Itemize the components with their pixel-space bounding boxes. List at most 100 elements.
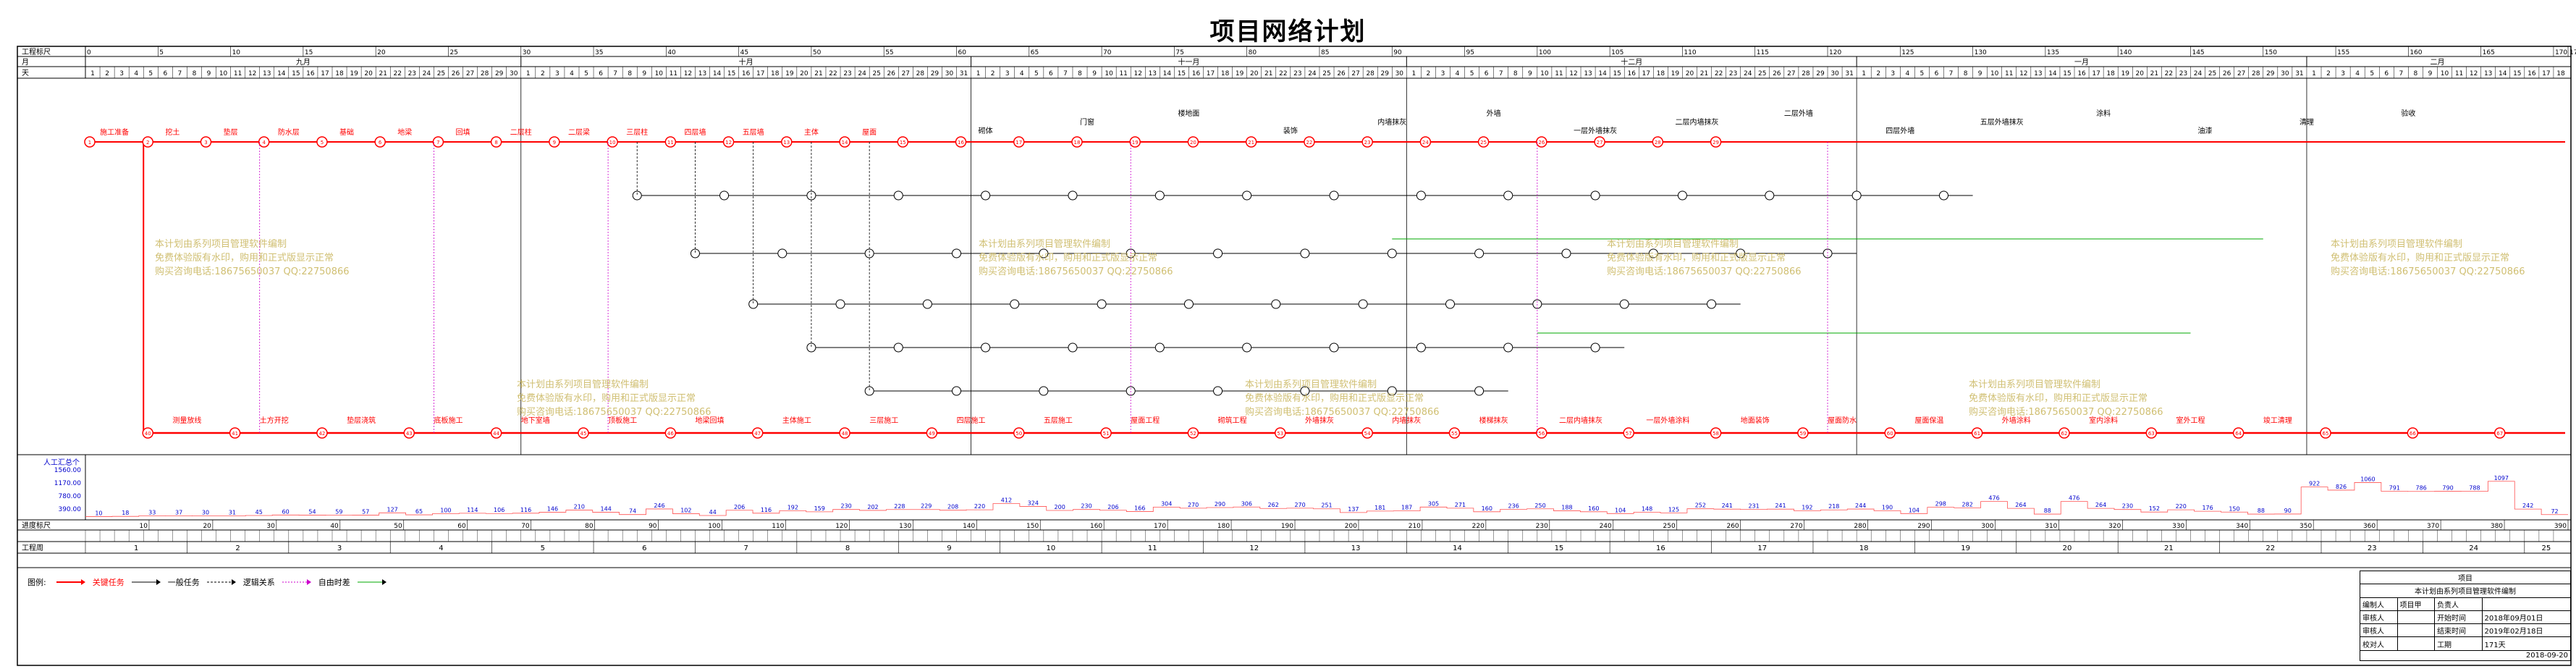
info-cell: [2396, 610, 2436, 625]
resource-value: 54: [308, 509, 316, 516]
day-number: 6: [1485, 70, 1489, 77]
day-number: 24: [1744, 70, 1752, 77]
ruler-tick-label: 15: [305, 49, 313, 56]
day-number: 9: [207, 70, 211, 77]
day-number: 12: [2019, 70, 2027, 77]
network-node: [722, 136, 735, 148]
network-node: [1100, 427, 1112, 439]
day-number: 20: [2136, 70, 2145, 77]
ruler-tick-label: 65: [1031, 49, 1039, 56]
task-label: 门窗: [1080, 117, 1094, 127]
ruler-tick-label: 130: [1975, 49, 1987, 56]
node-number: 15: [900, 140, 906, 146]
progress-tick-label: 90: [649, 523, 657, 530]
node-number: 65: [2323, 431, 2329, 437]
ruler-tick-label: 165: [2483, 49, 2495, 56]
resource-value: 116: [761, 507, 772, 513]
day-number: 26: [1337, 70, 1346, 77]
info-cell: 结束时间: [2434, 623, 2483, 638]
progress-tick-label: 240: [1600, 523, 1612, 530]
info-cell: 工期: [2434, 636, 2483, 651]
day-number: 22: [2165, 70, 2173, 77]
day-number: 2: [105, 70, 109, 77]
day-number: 31: [960, 70, 968, 77]
network-node: [1013, 427, 1025, 439]
week-number: 7: [743, 544, 748, 552]
ruler-tick-label: 95: [1466, 49, 1474, 56]
task-label: 油漆: [2198, 126, 2213, 135]
day-number: 5: [2370, 70, 2374, 77]
task-label: 内墙抹灰: [1377, 117, 1406, 127]
resource-value: 305: [1428, 500, 1439, 507]
ruler-label: 工程标尺: [22, 48, 51, 56]
network-node: [1275, 427, 1286, 439]
day-number: 20: [1686, 70, 1694, 77]
week-number: 24: [2469, 544, 2478, 552]
network-node: [2232, 427, 2245, 439]
resource-value: 229: [921, 503, 932, 510]
day-number: 17: [2542, 70, 2550, 77]
ruler-tick-label: 171: [2569, 49, 2576, 56]
task-label-critical: 防水层: [278, 127, 300, 137]
task-label-critical: 垫层: [224, 127, 238, 137]
network-node: [1071, 136, 1083, 148]
task-label: 验收: [2401, 109, 2415, 118]
day-number: 7: [613, 70, 617, 77]
network-node: [1765, 190, 1775, 201]
resource-value: 230: [2122, 503, 2133, 510]
node-number: 54: [1364, 431, 1371, 437]
network-node: [952, 386, 962, 396]
watermark-text: 本计划由系列项目管理软件编制 免费体验版有水印，购用和正式版显示正常 购买咨询电…: [1607, 237, 1802, 279]
day-number: 5: [584, 70, 588, 77]
task-label-critical: 室外工程: [2176, 416, 2205, 425]
node-number: 46: [667, 431, 674, 437]
day-number: 14: [713, 70, 722, 77]
resource-value: 251: [1321, 502, 1332, 509]
day-number: 30: [510, 70, 518, 77]
resource-value: 412: [1001, 497, 1012, 504]
month-label: 一月: [2074, 58, 2089, 67]
watermark-line2: 免费体验版有水印，购用和正式版显示正常: [1969, 393, 2148, 404]
network-node: [1245, 136, 1257, 148]
resource-value: 202: [867, 504, 878, 510]
legend: 图例: 关键任务 一般任务 逻辑关系 自由时差: [28, 576, 387, 588]
network-node: [1187, 427, 1199, 439]
day-number: 30: [1395, 70, 1404, 77]
network-node: [2145, 427, 2158, 439]
day-number: 1: [90, 70, 95, 77]
network-node: [1068, 190, 1078, 201]
watermark-line2: 免费体验版有水印，购用和正式版显示正常: [2331, 253, 2510, 264]
resource-value: 192: [787, 504, 798, 510]
week-number: 16: [1656, 544, 1665, 552]
ruler-tick-label: 10: [232, 49, 241, 56]
week-number: 22: [2265, 544, 2275, 552]
node-number: 22: [1306, 140, 1312, 146]
resource-value: 290: [1215, 501, 1225, 508]
day-number: 22: [829, 70, 837, 77]
ruler-tick-label: 35: [595, 49, 603, 56]
task-label-critical: 垫层浇筑: [347, 416, 376, 425]
node-number: 9: [553, 140, 556, 146]
node-number: 14: [842, 140, 848, 146]
network-node: [1213, 386, 1223, 396]
day-number: 1: [526, 70, 531, 77]
frame: [17, 46, 2572, 666]
resource-value: 922: [2309, 481, 2320, 487]
day-number: 7: [1499, 70, 1503, 77]
resource-value: 102: [680, 507, 691, 513]
resource-value: 60: [282, 508, 290, 515]
network-node: [1677, 190, 1687, 201]
network-node: [1503, 342, 1513, 353]
resource-value: 220: [2176, 503, 2187, 510]
day-number: 6: [1049, 70, 1053, 77]
resource-value: 137: [1348, 506, 1359, 513]
day-number: 20: [364, 70, 373, 77]
network-node: [1183, 299, 1194, 309]
ruler-tick-label: 170: [2555, 49, 2567, 56]
watermark-text: 本计划由系列项目管理软件编制 免费体验版有水印，购用和正式版显示正常 购买咨询电…: [1969, 378, 2163, 419]
network-node: [926, 427, 938, 439]
resource-value: 116: [520, 507, 531, 513]
network-node: [1938, 190, 1948, 201]
network-node: [316, 427, 328, 439]
watermark-text: 本计划由系列项目管理软件编制 免费体验版有水印，购用和正式版显示正常 购买咨询电…: [1245, 378, 1440, 419]
